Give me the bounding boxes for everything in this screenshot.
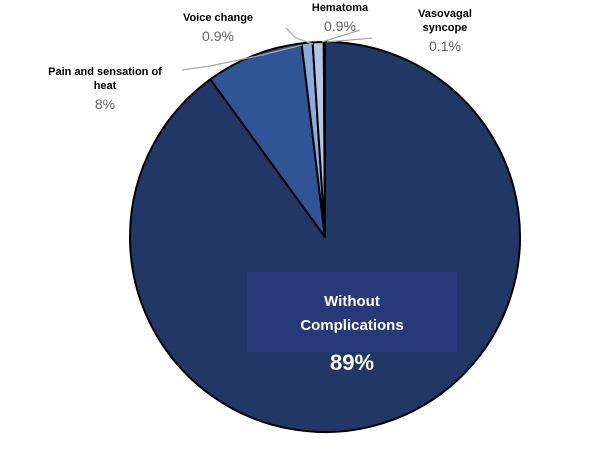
pie-slice bbox=[322, 40, 326, 238]
value-label: 89% bbox=[329, 350, 375, 375]
value-label: 0.9% bbox=[324, 18, 356, 34]
category-name: Vasovagal syncope bbox=[418, 8, 472, 34]
slice-label: Voice change 0.9% bbox=[168, 11, 268, 44]
slice-label: Without Complications 89% bbox=[247, 290, 457, 376]
pie-slice bbox=[209, 42, 326, 238]
category-name: Pain and sensation of heat bbox=[48, 66, 162, 92]
value-label: 0.1% bbox=[429, 38, 461, 54]
value-label: 8% bbox=[94, 96, 116, 112]
category-name: Voice change bbox=[182, 12, 254, 24]
slice-label: Hematoma 0.9% bbox=[300, 1, 380, 34]
leader-lines bbox=[181, 27, 373, 71]
slice-label: Pain and sensation of heat 8% bbox=[40, 65, 170, 112]
value-label: 0.9% bbox=[202, 28, 234, 44]
slice-label: Vasovagal syncope 0.1% bbox=[405, 7, 485, 54]
label-box bbox=[247, 272, 457, 352]
category-name: Without Complications bbox=[300, 293, 404, 334]
category-name: Hematoma bbox=[311, 2, 369, 14]
